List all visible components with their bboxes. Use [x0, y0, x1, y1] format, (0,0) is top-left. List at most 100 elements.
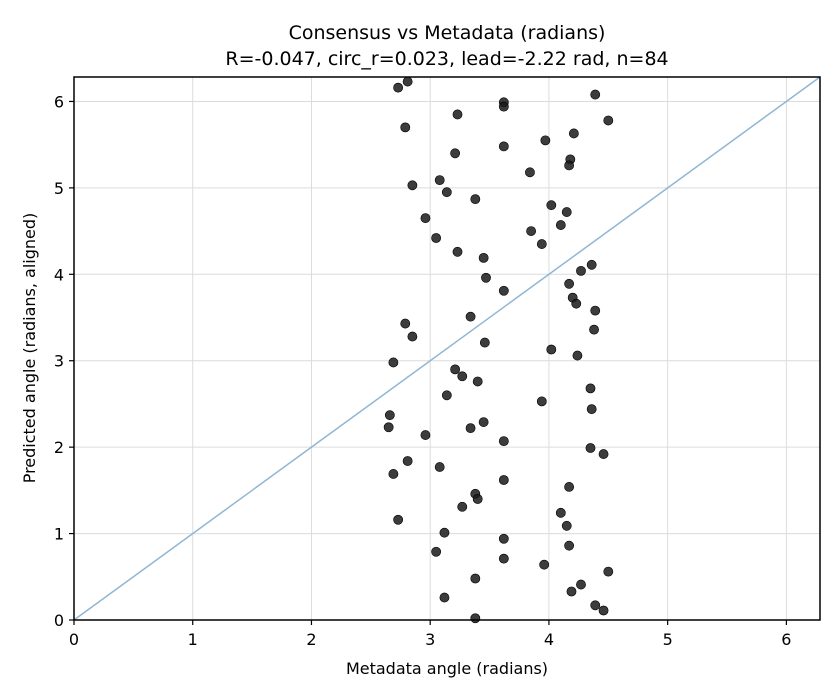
data-point-21: [420, 213, 431, 224]
data-point-80: [439, 592, 450, 603]
data-point-67: [555, 507, 566, 518]
data-point-26: [452, 246, 463, 257]
data-point-44: [450, 364, 461, 375]
data-point-53: [383, 422, 394, 433]
data-point-43: [388, 357, 399, 368]
data-point-54: [465, 423, 476, 434]
data-point-1: [402, 76, 413, 87]
x-tick-label-5: 5: [663, 630, 673, 649]
data-point-78: [576, 579, 586, 590]
data-point-56: [498, 436, 509, 447]
y-tick-label-6: 6: [54, 92, 64, 111]
data-point-3: [498, 101, 509, 112]
data-point-9: [540, 135, 551, 146]
data-point-63: [564, 482, 575, 492]
data-point-61: [388, 469, 399, 479]
data-point-77: [470, 573, 481, 584]
chart-subtitle: R=-0.047, circ_r=0.023, lead=-2.22 rad, …: [225, 48, 668, 70]
data-point-35: [590, 305, 601, 316]
data-point-69: [561, 520, 572, 531]
grid-lines: [74, 77, 820, 620]
data-point-6: [452, 109, 463, 120]
data-point-18: [470, 194, 481, 205]
data-point-23: [526, 226, 537, 236]
data-point-41: [546, 344, 557, 355]
data-point-5: [400, 122, 411, 133]
data-point-50: [586, 404, 597, 415]
data-point-83: [470, 613, 481, 624]
data-point-27: [478, 252, 489, 263]
data-points: [383, 76, 614, 624]
data-point-39: [407, 331, 418, 342]
data-point-62: [498, 475, 509, 485]
data-point-11: [450, 148, 461, 159]
data-point-65: [472, 494, 483, 504]
data-point-73: [431, 546, 442, 557]
data-point-8: [568, 128, 579, 139]
x-axis-ticks: 0 1 2 3 4 5 6: [69, 620, 791, 649]
y-axis-ticks: 0 1 2 3 4 5 6: [54, 92, 74, 630]
data-point-58: [598, 449, 609, 459]
data-point-37: [400, 318, 411, 329]
x-tick-label-4: 4: [544, 630, 554, 649]
data-point-38: [589, 324, 599, 335]
data-point-76: [603, 566, 614, 577]
x-tick-label-1: 1: [188, 630, 198, 649]
data-point-57: [585, 443, 596, 453]
data-point-72: [564, 540, 575, 551]
data-point-47: [585, 383, 596, 394]
data-point-36: [465, 311, 476, 322]
data-point-22: [555, 220, 566, 230]
x-axis-label: Metadata angle (radians): [346, 659, 548, 678]
data-point-13: [564, 160, 575, 171]
data-point-29: [576, 265, 586, 276]
data-point-55: [420, 430, 431, 440]
data-point-31: [564, 278, 575, 289]
identity-reference-line: [73, 76, 821, 621]
plot-area-frame: [73, 76, 821, 621]
data-point-81: [590, 600, 601, 611]
x-tick-label-0: 0: [69, 630, 79, 649]
data-point-10: [498, 141, 509, 152]
data-point-14: [525, 167, 535, 178]
data-point-45: [457, 371, 468, 382]
y-tick-label-0: 0: [54, 611, 64, 630]
data-point-46: [472, 376, 483, 387]
data-point-30: [481, 272, 491, 283]
data-point-52: [478, 417, 489, 427]
data-point-42: [572, 350, 583, 361]
data-point-59: [402, 456, 413, 466]
chart-title: Consensus vs Metadata (radians): [289, 22, 606, 44]
data-point-49: [536, 396, 547, 407]
x-tick-label-2: 2: [306, 630, 316, 649]
data-point-60: [434, 462, 445, 472]
y-tick-label-3: 3: [54, 352, 64, 371]
data-point-15: [434, 175, 445, 186]
data-point-4: [590, 89, 601, 100]
y-tick-label-5: 5: [54, 179, 64, 198]
data-point-24: [431, 233, 442, 243]
data-point-28: [586, 259, 597, 270]
data-point-7: [603, 115, 614, 126]
data-point-82: [598, 605, 609, 616]
y-axis-label: Predicted angle (radians, aligned): [20, 213, 39, 484]
data-point-19: [546, 200, 557, 211]
data-point-20: [561, 207, 572, 217]
data-point-34: [571, 298, 582, 309]
data-point-79: [566, 586, 577, 597]
data-point-51: [384, 410, 395, 421]
data-point-66: [457, 501, 468, 512]
data-point-74: [498, 553, 509, 564]
data-point-16: [407, 180, 418, 191]
data-point-68: [393, 514, 404, 525]
data-point-0: [393, 82, 404, 93]
data-point-17: [441, 187, 452, 198]
data-point-32: [498, 285, 509, 296]
data-point-71: [498, 533, 509, 544]
data-point-70: [439, 527, 450, 538]
data-point-25: [536, 239, 547, 249]
x-tick-label-3: 3: [425, 630, 435, 649]
y-tick-label-2: 2: [54, 438, 64, 457]
data-point-40: [479, 337, 490, 348]
